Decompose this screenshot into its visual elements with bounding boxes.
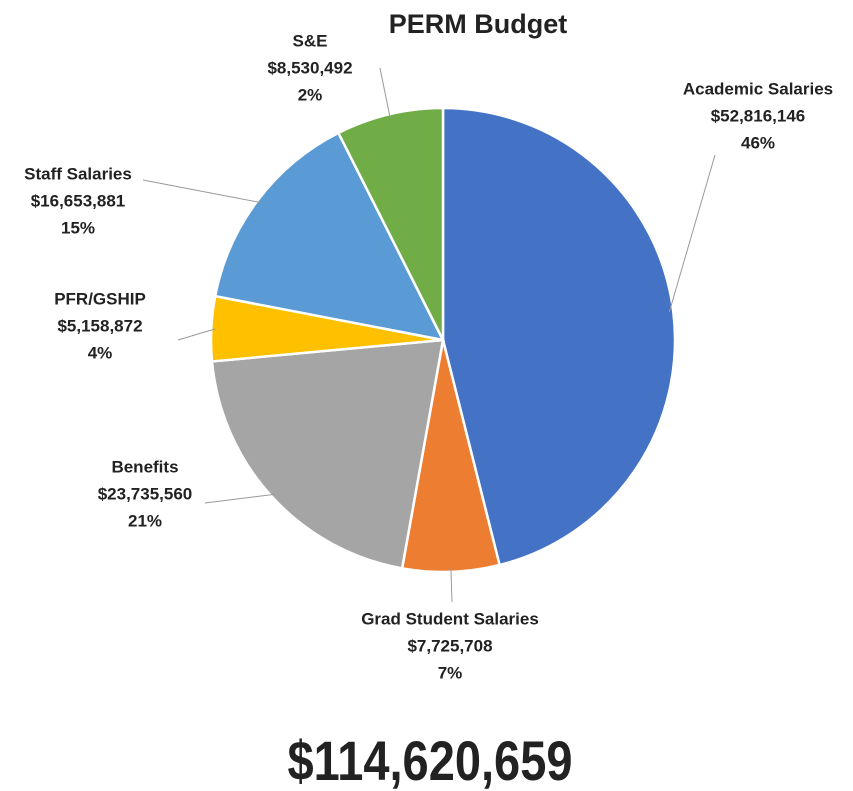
- slice-value-label: $8,530,492: [267, 58, 352, 77]
- slice-label: Staff Salaries: [24, 164, 132, 183]
- slice-value-label: $5,158,872: [57, 316, 142, 335]
- total: $114,620,659: [288, 729, 573, 791]
- slice-label: Benefits: [111, 457, 178, 476]
- slice-label: Academic Salaries: [683, 79, 833, 98]
- slice-percent-label: 15%: [61, 218, 95, 237]
- pie-slice: [213, 131, 446, 342]
- slice-value-label: $52,816,146: [711, 106, 806, 125]
- slice-percent-label: 21%: [128, 511, 162, 530]
- slice-label: S&E: [293, 31, 328, 50]
- pie-slice: [441, 106, 677, 567]
- slice-label: Grad Student Salaries: [361, 609, 539, 628]
- leader-line: [668, 154, 716, 313]
- leader-line: [177, 328, 216, 341]
- leader-line: [142, 179, 262, 204]
- slice-percent-label: 46%: [741, 133, 775, 152]
- slice-value-label: $7,725,708: [407, 636, 492, 655]
- chart-title: PERM Budget: [389, 9, 568, 39]
- leader-line: [204, 493, 276, 504]
- slice-value-label: $16,653,881: [31, 191, 126, 210]
- slice-value-label: $23,735,560: [98, 484, 193, 503]
- slice-percent-label: 7%: [438, 663, 463, 682]
- slice-percent-label: 2%: [298, 85, 323, 104]
- pie-slice: [210, 338, 445, 570]
- slice-percent-label: 4%: [88, 343, 113, 362]
- leader-line: [450, 567, 453, 603]
- slice-label: PFR/GSHIP: [54, 289, 146, 308]
- leader-line: [379, 67, 391, 119]
